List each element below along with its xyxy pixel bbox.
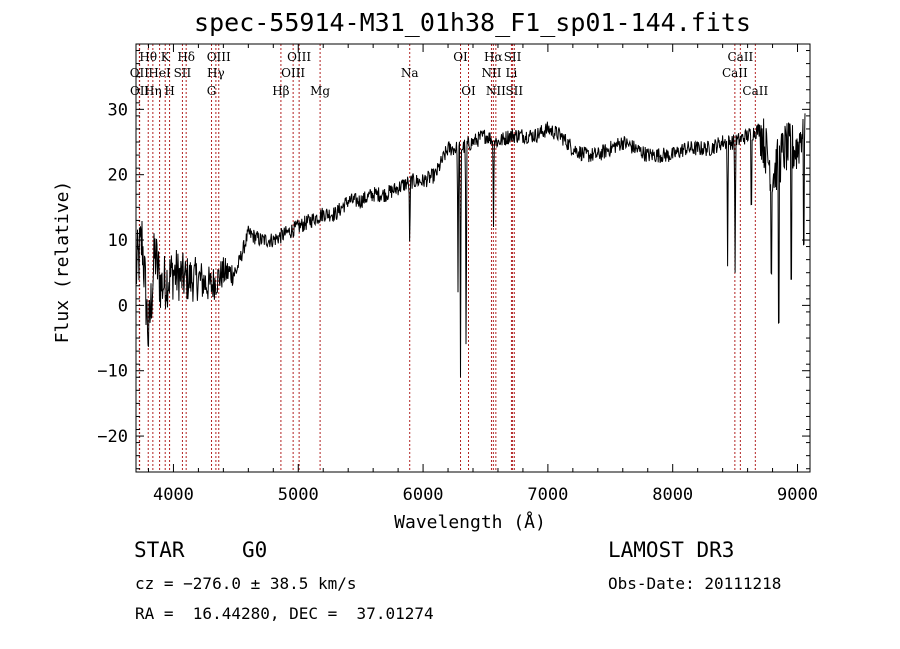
line-marker-label: H xyxy=(164,84,174,98)
line-marker-label: Hβ xyxy=(272,84,289,98)
survey-name: LAMOST DR3 xyxy=(608,538,735,562)
line-marker-label: CaII xyxy=(722,66,748,80)
x-tick-label: 6000 xyxy=(403,485,444,505)
line-marker-label: Li xyxy=(506,66,518,80)
line-markers-group xyxy=(138,44,756,472)
chart-title: spec-55914-M31_01h38_F1_sp01-144.fits xyxy=(194,8,751,37)
y-axis: −20 −10 0 10 20 30 xyxy=(97,50,810,470)
line-marker-label: OI xyxy=(453,50,468,64)
redshift-velocity: cz = −276.0 ± 38.5 km/s xyxy=(135,574,357,593)
y-tick-label: 30 xyxy=(108,100,128,120)
line-marker-label: Hγ xyxy=(207,66,225,80)
y-tick-label: 0 xyxy=(118,296,128,316)
line-marker-label: SII xyxy=(505,84,523,98)
line-marker-label: OII xyxy=(130,66,150,80)
x-tick-label: 9000 xyxy=(777,485,818,505)
object-class: STAR xyxy=(134,538,185,562)
line-marker-label: HeI xyxy=(148,66,171,80)
line-marker-label: SII xyxy=(174,66,192,80)
y-tick-label: 10 xyxy=(108,231,128,251)
line-marker-label: Hη xyxy=(144,84,162,98)
plot-frame xyxy=(135,43,811,473)
line-marker-label: Hα xyxy=(484,50,503,64)
x-tick-label: 8000 xyxy=(652,485,693,505)
x-tick-label: 7000 xyxy=(527,485,568,505)
object-subclass: G0 xyxy=(242,538,268,562)
line-marker-label: OIII xyxy=(287,50,311,64)
x-tick-label: 4000 xyxy=(153,485,194,505)
line-marker-label: SII xyxy=(504,50,522,64)
line-marker-label: K xyxy=(161,50,171,64)
y-axis-label: Flux (relative) xyxy=(52,181,73,344)
spectrum-line xyxy=(135,113,806,378)
line-marker-label: OII xyxy=(130,84,150,98)
x-axis-label: Wavelength (Å) xyxy=(394,511,546,533)
line-marker-label: Mg xyxy=(310,84,330,98)
observation-date: Obs-Date: 20111218 xyxy=(608,574,782,593)
line-marker-label: Hθ xyxy=(139,50,157,64)
x-axis: 4000 5000 6000 7000 8000 9000 xyxy=(147,44,818,505)
line-marker-label: CaII xyxy=(727,50,753,64)
line-marker-label: NII xyxy=(481,66,501,80)
y-tick-label: −20 xyxy=(97,427,128,447)
line-marker-label: NII xyxy=(486,84,506,98)
x-tick-label: 5000 xyxy=(278,485,319,505)
line-marker-label: G xyxy=(207,84,217,98)
line-marker-label: Hδ xyxy=(177,50,195,64)
line-marker-label: OIII xyxy=(281,66,305,80)
y-tick-label: −10 xyxy=(97,362,128,382)
line-marker-label: CaII xyxy=(742,84,768,98)
coordinates: RA = 16.44280, DEC = 37.01274 xyxy=(135,604,434,623)
line-marker-label: OI xyxy=(461,84,476,98)
line-marker-label: Na xyxy=(401,66,419,80)
y-tick-label: 20 xyxy=(108,166,128,186)
line-marker-label: OIII xyxy=(207,50,231,64)
